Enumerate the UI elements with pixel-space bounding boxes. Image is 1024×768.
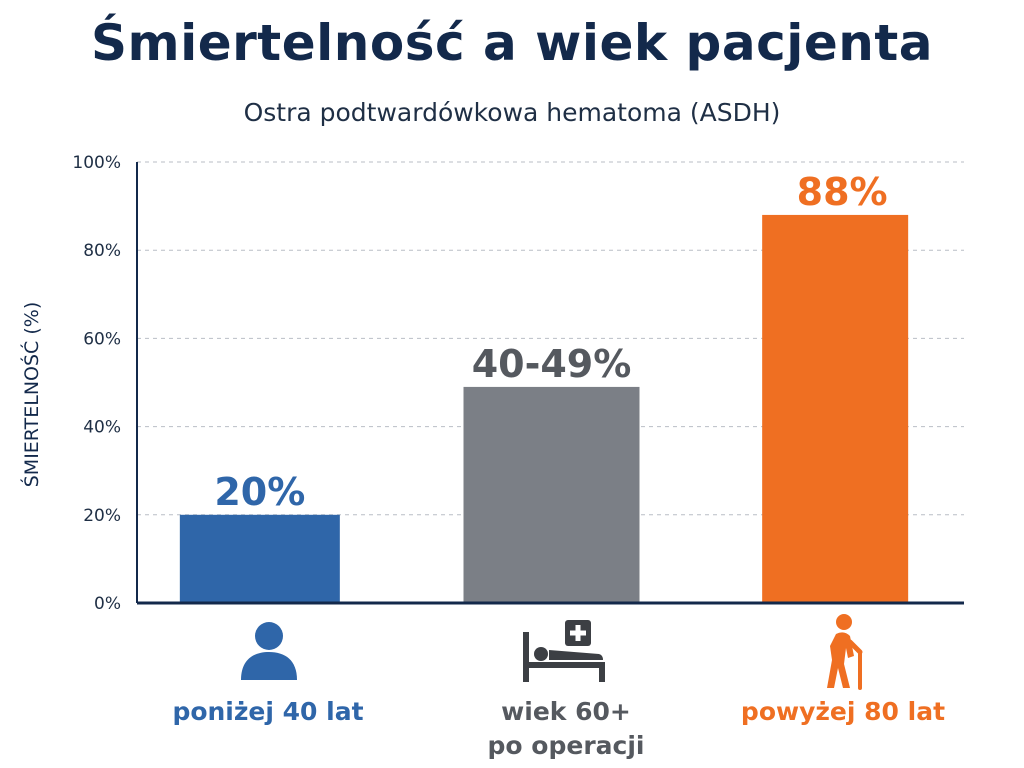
y-tick-label: 20% <box>83 506 121 526</box>
y-tick-label: 100% <box>72 153 121 173</box>
category-label-line: poniżej 40 lat <box>172 697 364 726</box>
bar <box>179 514 340 603</box>
y-tick-label: 0% <box>94 594 121 614</box>
category-label: poniżej 40 lat <box>128 695 408 729</box>
category-label: powyżej 80 lat <box>703 695 983 729</box>
data-label: 20% <box>214 470 305 514</box>
chart-subtitle: Ostra podtwardówkowa hematoma (ASDH) <box>243 98 781 127</box>
bar <box>762 214 909 604</box>
category-label-line: powyżej 80 lat <box>740 697 946 726</box>
category-label-line: po operacji <box>487 731 645 760</box>
y-tick-label: 80% <box>83 241 121 261</box>
data-label: 40-49% <box>472 342 632 386</box>
y-tick-label: 40% <box>83 418 121 438</box>
person-icon <box>241 622 297 680</box>
category-label-line: wiek 60+ <box>501 697 631 726</box>
y-tick-label: 60% <box>83 329 121 349</box>
data-label: 88% <box>797 170 888 214</box>
elderly-person-icon <box>827 614 863 690</box>
y-axis-label: ŚMIERTELNOŚĆ (%) <box>19 302 43 488</box>
hospital-bed-icon <box>523 620 605 682</box>
bar <box>463 386 640 603</box>
chart-title: Śmiertelność a wiek pacjenta <box>90 14 934 72</box>
category-label: wiek 60+ po operacji <box>426 695 706 763</box>
